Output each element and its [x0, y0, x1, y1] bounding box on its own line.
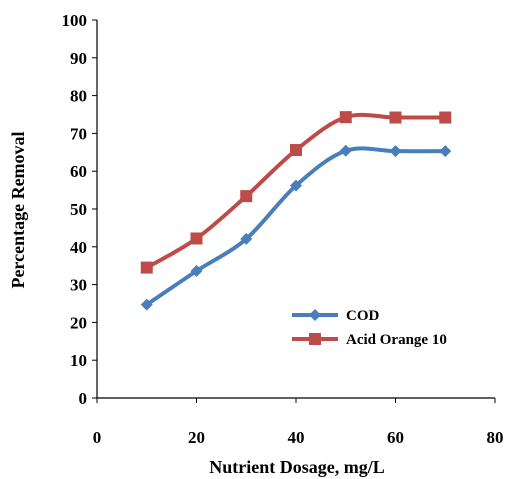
x-tick-labels: 0 20 40 60 80	[93, 428, 504, 447]
x-tick-label: 80	[487, 428, 504, 447]
y-axis-title: Percentage Removal	[8, 131, 28, 288]
data-point-acid-orange-10	[190, 232, 203, 245]
data-point-cod	[190, 264, 203, 277]
series-line-cod	[145, 146, 446, 307]
data-point-acid-orange-10	[339, 111, 352, 124]
series-cod	[140, 144, 452, 311]
y-tick-label: 20	[70, 313, 87, 332]
y-tick-label: 40	[70, 238, 87, 257]
y-tick-label: 10	[70, 351, 87, 370]
y-tick-label: 50	[70, 200, 87, 219]
y-tick-label: 100	[62, 11, 88, 30]
data-point-acid-orange-10	[140, 261, 153, 274]
x-tick-label: 60	[387, 428, 404, 447]
y-tick-label: 70	[70, 124, 87, 143]
data-point-cod	[339, 144, 352, 157]
data-point-cod	[240, 232, 253, 245]
data-point-acid-orange-10	[290, 144, 302, 157]
y-tick-labels: 0 10 20 30 40 50 60 70 80 90 100	[62, 11, 88, 408]
y-tick-label: 60	[70, 162, 87, 181]
y-tick-label: 30	[70, 276, 87, 295]
data-point-acid-orange-10	[439, 111, 452, 124]
legend-label-acid-orange-10: Acid Orange 10	[346, 332, 447, 348]
data-point-cod	[389, 145, 402, 158]
chart-series	[140, 111, 452, 311]
x-tick-label: 20	[188, 428, 205, 447]
data-point-cod	[439, 145, 452, 158]
series-acid-orange-10	[140, 111, 452, 274]
y-tick-label: 0	[79, 389, 88, 408]
x-tick-label: 0	[93, 428, 102, 447]
y-tick-label: 80	[70, 87, 87, 106]
x-axis-title: Nutrient Dosage, mg/L	[209, 457, 384, 477]
data-point-cod	[290, 179, 302, 192]
data-point-acid-orange-10	[389, 111, 402, 124]
data-point-cod	[140, 298, 153, 311]
data-point-acid-orange-10	[240, 190, 253, 203]
chart-axes	[92, 19, 496, 403]
legend-label-cod: COD	[346, 308, 380, 324]
legend-marker-acid-orange-10	[309, 333, 321, 345]
x-tick-label: 40	[288, 428, 305, 447]
y-tick-label: 90	[70, 49, 87, 68]
chart-legend: COD Acid Orange 10	[292, 308, 447, 348]
legend-marker-cod	[309, 309, 321, 321]
